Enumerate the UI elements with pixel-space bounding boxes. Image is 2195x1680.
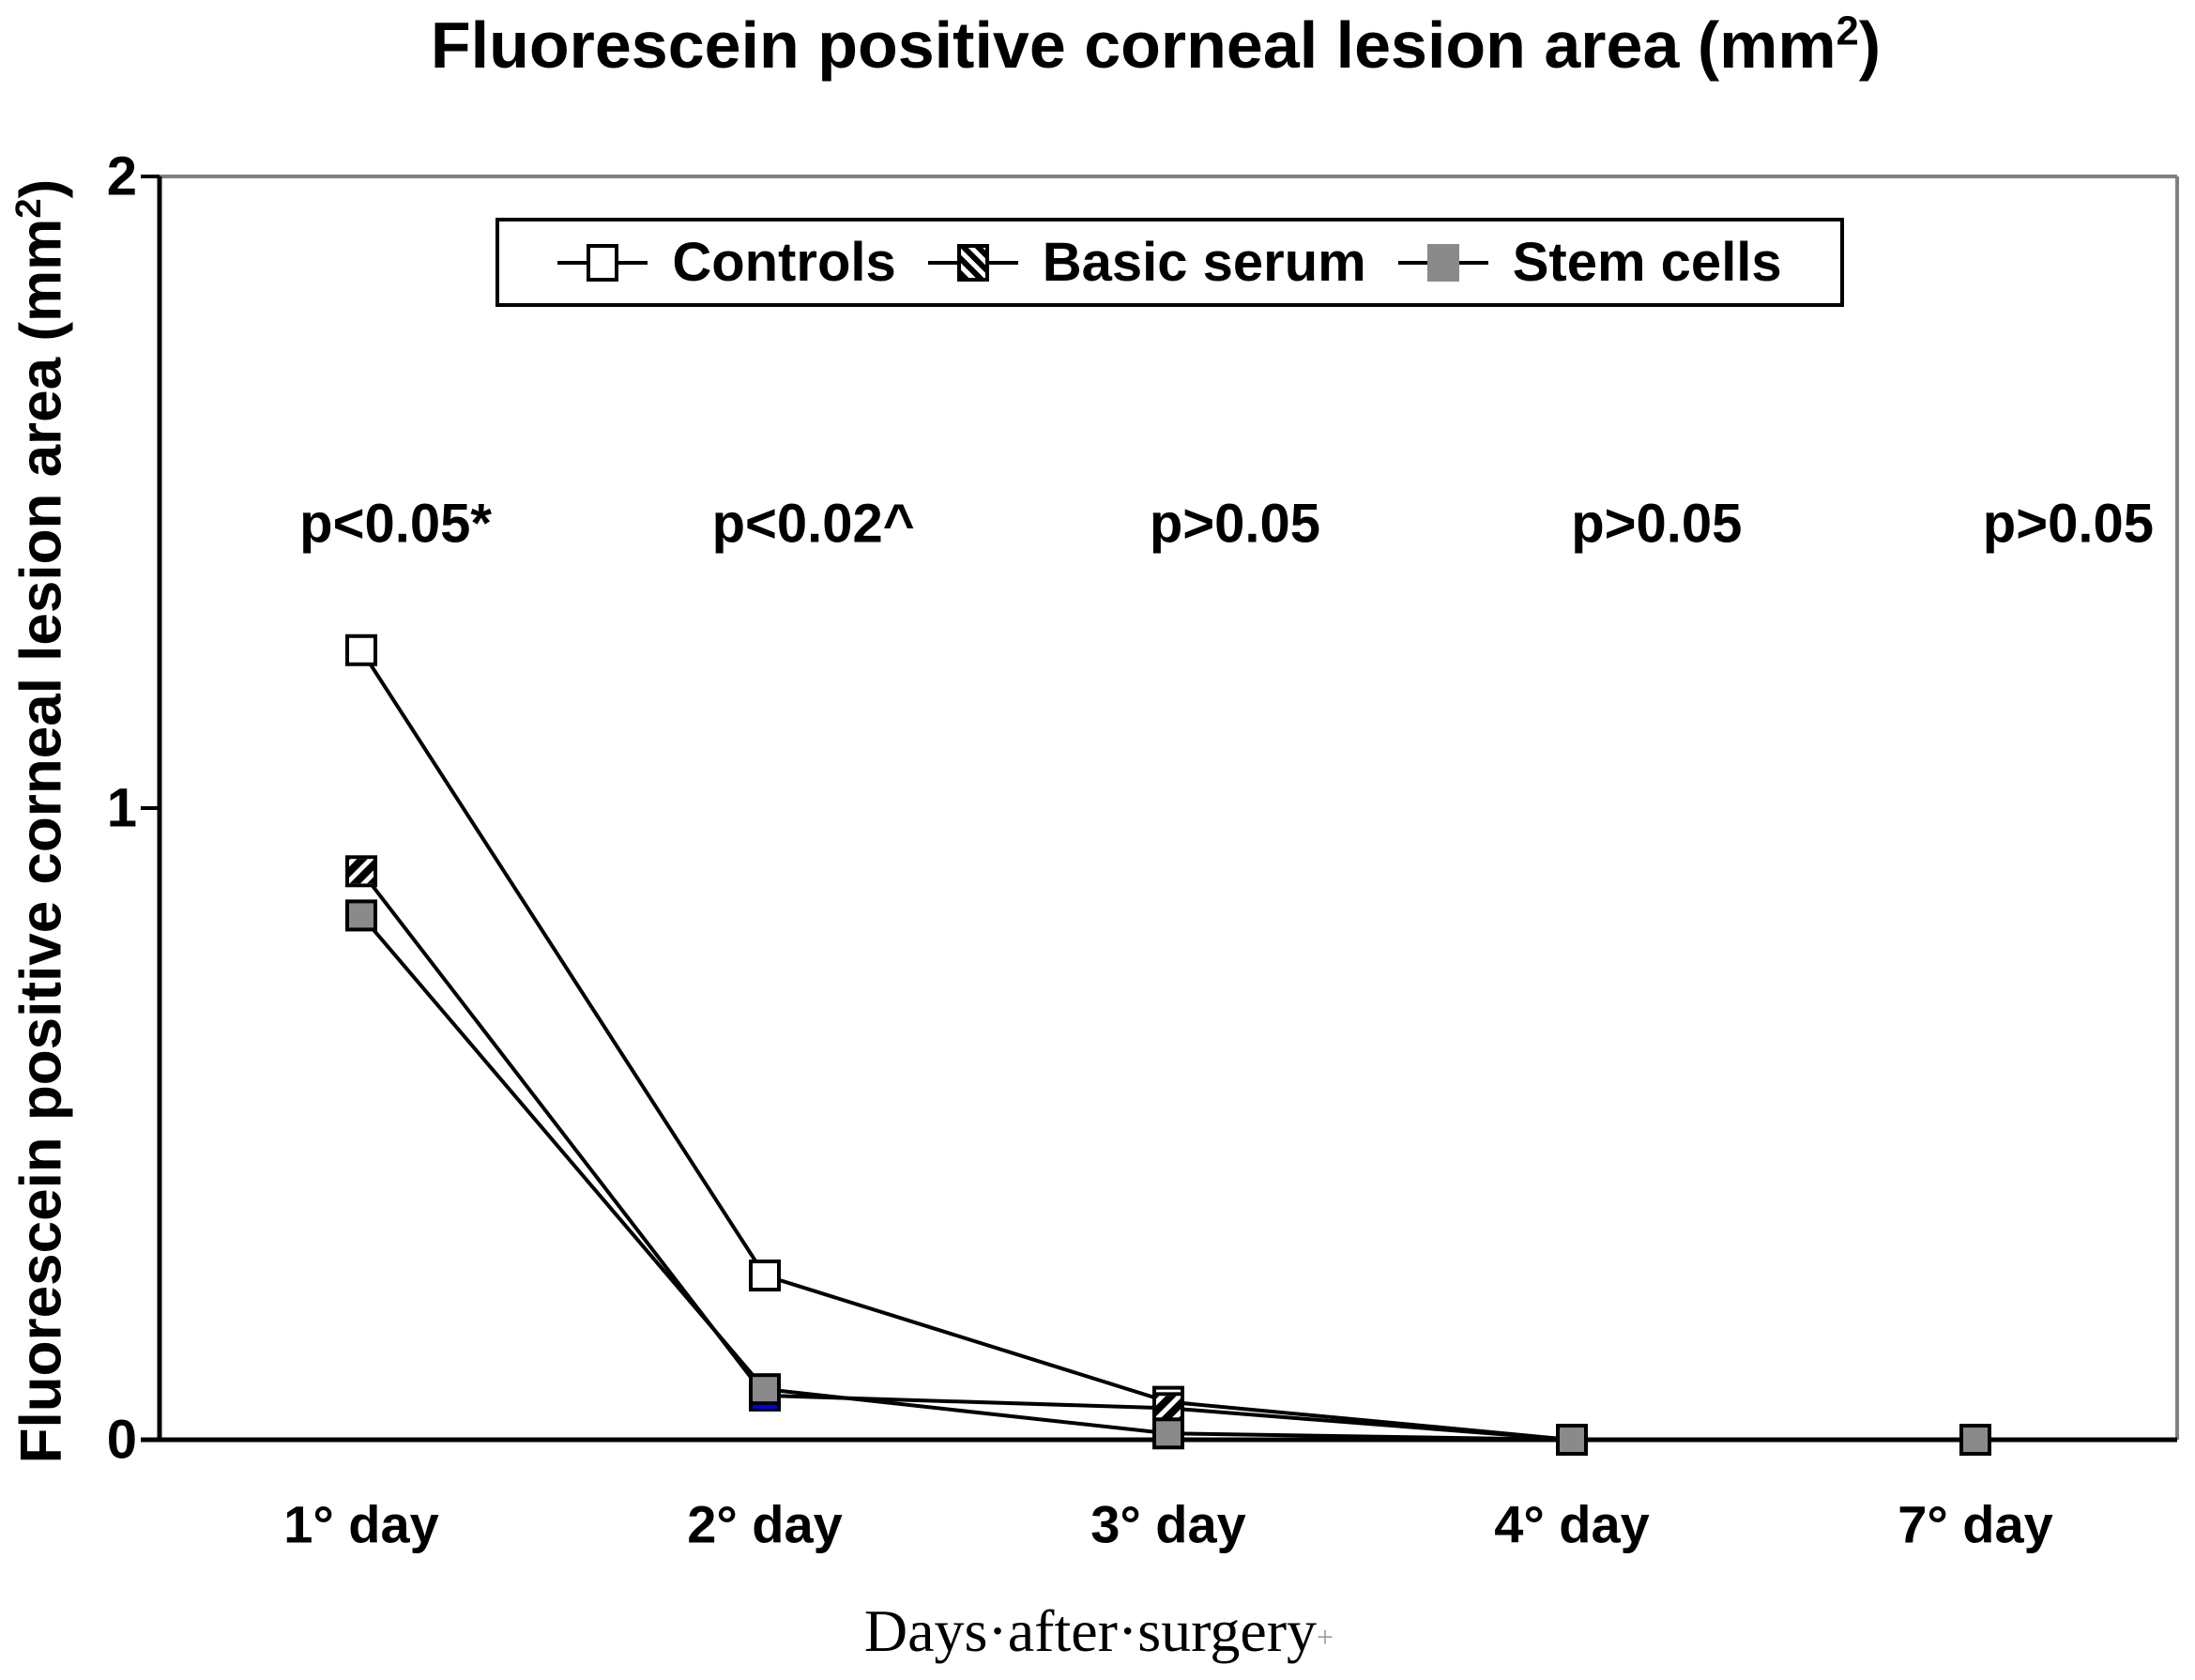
marker-controls-2°-day (749, 1260, 781, 1292)
series-line-controls (359, 649, 1975, 1442)
marker-stem-cells-2°-day (749, 1373, 781, 1406)
y-axis-title-text: Fluorescein positive corneal lesion area… (8, 218, 74, 1464)
x-tick-label-1°-day: 1° day (283, 1494, 439, 1554)
chart-svg (141, 175, 2179, 1456)
p-value-annotation-5: p>0.05 (1982, 493, 2154, 555)
legend-marker-stem-cells-icon (1426, 243, 1459, 282)
marker-hatch-basic-serum-1°-day (349, 859, 373, 884)
p-value-annotation-2: p<0.02^ (711, 493, 915, 555)
x-axis-title: Days·after·surgery+ (864, 1596, 1334, 1666)
y-tick-label-0: 0 (106, 1409, 137, 1471)
chart-title-text: Fluorescein positive corneal lesion area… (430, 8, 1837, 82)
chart-title-superscript: 2 (1836, 8, 1859, 54)
marker-controls-1°-day (345, 634, 377, 666)
legend-item-stem-cells: Stem cells (1397, 231, 1782, 294)
legend: Controls Basic serum Stem cells (495, 218, 1844, 307)
plot-area (141, 175, 2179, 1456)
marker-stem-cells-7°-day (1959, 1424, 1991, 1456)
legend-label-stem-cells: Stem cells (1512, 232, 1782, 293)
y-tick-label-1: 1 (106, 777, 137, 839)
x-tick-label-2°-day: 2° day (687, 1494, 843, 1554)
legend-marker-basic-serum-icon (956, 243, 989, 282)
chart-title-close: ) (1858, 8, 1882, 82)
chart-title: Fluorescein positive corneal lesion area… (58, 8, 2195, 84)
legend-label-basic-serum: Basic serum (1042, 232, 1366, 293)
legend-swatch-controls (557, 242, 648, 283)
legend-swatch-basic-serum (927, 242, 1018, 283)
legend-marker-controls-icon (587, 243, 619, 282)
p-value-annotation-1: p<0.05* (299, 493, 492, 555)
legend-item-controls: Controls (557, 231, 896, 294)
legend-item-basic-serum: Basic serum (927, 231, 1366, 294)
legend-swatch-stem-cells (1397, 242, 1488, 283)
x-tick-label-7°-day: 7° day (1898, 1494, 2053, 1554)
x-tick-label-3°-day: 3° day (1090, 1494, 1246, 1554)
y-axis-title-superscript: 2 (8, 198, 49, 219)
marker-stem-cells-4°-day (1556, 1424, 1588, 1456)
x-axis-title-text: Days·after·surgery (863, 1597, 1318, 1664)
marker-stem-cells-3°-day (1152, 1417, 1184, 1450)
x-axis-title-trailing-mark: + (1317, 1619, 1334, 1654)
x-tick-label-4°-day: 4° day (1494, 1494, 1650, 1554)
hidden-marker-blue-edge (753, 1401, 777, 1409)
marker-hatch-basic-serum-3°-day (1156, 1396, 1181, 1421)
p-value-annotation-3: p>0.05 (1149, 493, 1321, 555)
series-line-basic-serum (359, 870, 1975, 1442)
series-line-stem-cells (359, 914, 1975, 1442)
p-value-annotation-4: p>0.05 (1571, 493, 1743, 555)
y-tick-label-2: 2 (106, 145, 137, 207)
legend-label-controls: Controls (672, 232, 896, 293)
marker-stem-cells-1°-day (345, 899, 377, 932)
